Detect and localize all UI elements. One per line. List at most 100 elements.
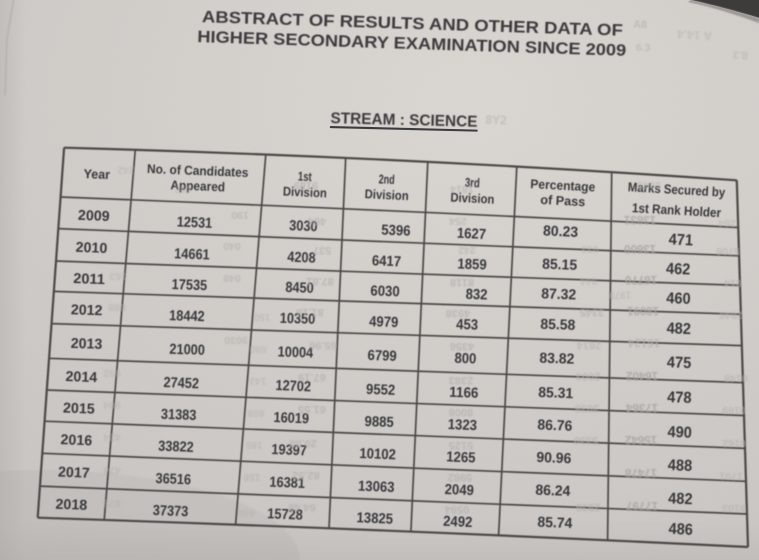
svg-text:5706: 5706 <box>716 245 740 257</box>
svg-text:6030: 6030 <box>370 283 400 300</box>
svg-text:537: 537 <box>313 244 331 256</box>
svg-text:4356: 4356 <box>450 340 474 352</box>
svg-text:1323: 1323 <box>447 417 477 434</box>
svg-text:462: 462 <box>666 261 691 279</box>
svg-text:482: 482 <box>668 490 693 508</box>
svg-text:33822: 33822 <box>158 439 194 456</box>
svg-text:5982: 5982 <box>448 471 472 483</box>
svg-text:Marks Secured by: Marks Secured by <box>628 179 727 200</box>
svg-text:474: 474 <box>103 464 121 476</box>
svg-text:464: 464 <box>307 215 326 227</box>
svg-text:2492: 2492 <box>443 514 473 531</box>
svg-text:0345: 0345 <box>637 179 661 191</box>
svg-text:15728: 15728 <box>267 506 303 523</box>
svg-text:2383: 2383 <box>449 374 473 386</box>
svg-text:185: 185 <box>245 439 262 450</box>
svg-text:2049: 2049 <box>444 482 474 499</box>
svg-text:12531: 12531 <box>176 214 212 231</box>
svg-text:424: 424 <box>103 431 121 443</box>
svg-text:2015: 2015 <box>63 401 95 418</box>
svg-text:13600: 13600 <box>624 242 656 254</box>
svg-text:4938: 4938 <box>446 307 470 319</box>
svg-text:453: 453 <box>456 317 478 334</box>
svg-text:2014: 2014 <box>65 369 97 386</box>
svg-text:471: 471 <box>668 231 693 249</box>
svg-text:2016: 2016 <box>60 432 92 449</box>
svg-text:15642: 15642 <box>625 433 657 445</box>
svg-text:Appeared: Appeared <box>170 177 225 194</box>
svg-text:Year: Year <box>83 166 110 182</box>
svg-text:800: 800 <box>454 351 476 368</box>
svg-text:8118: 8118 <box>450 276 474 288</box>
svg-text:A8: A8 <box>633 19 647 31</box>
svg-text:16124: 16124 <box>627 336 660 348</box>
svg-text:1st: 1st <box>298 169 313 185</box>
svg-text:014: 014 <box>724 277 742 289</box>
svg-text:092: 092 <box>174 183 191 194</box>
svg-text:3038: 3038 <box>575 402 599 414</box>
svg-text:5125: 5125 <box>449 439 473 451</box>
svg-text:1627: 1627 <box>457 226 487 243</box>
svg-text:190: 190 <box>231 209 249 221</box>
svg-text:475: 475 <box>667 354 692 372</box>
svg-text:9885: 9885 <box>364 414 394 431</box>
svg-text:10350: 10350 <box>280 311 316 328</box>
svg-text:A 14.4: A 14.4 <box>676 27 712 43</box>
svg-text:1265: 1265 <box>446 449 476 466</box>
svg-text:31383: 31383 <box>161 407 197 424</box>
svg-text:83.82: 83.82 <box>539 351 575 368</box>
svg-text:37373: 37373 <box>153 503 189 520</box>
svg-text:9189: 9189 <box>294 179 318 191</box>
svg-text:4208: 4208 <box>287 250 316 267</box>
svg-text:0594: 0594 <box>444 503 469 515</box>
svg-text:254: 254 <box>449 215 467 227</box>
svg-text:2017: 2017 <box>58 465 90 482</box>
svg-text:16381: 16381 <box>269 475 305 492</box>
svg-text:9552: 9552 <box>366 382 396 399</box>
svg-text:163: 163 <box>109 270 127 282</box>
svg-text:19397: 19397 <box>271 442 307 459</box>
svg-text:17797: 17797 <box>626 499 658 511</box>
svg-text:242: 242 <box>458 244 476 256</box>
svg-text:344: 344 <box>580 275 598 287</box>
svg-text:17478: 17478 <box>624 466 657 478</box>
svg-text:143: 143 <box>249 375 266 386</box>
svg-text:486: 486 <box>668 521 693 539</box>
svg-text:2536: 2536 <box>576 501 600 513</box>
svg-text:1979: 1979 <box>608 289 631 300</box>
svg-text:088: 088 <box>108 301 126 313</box>
svg-text:1814: 1814 <box>450 183 474 195</box>
svg-text:17535: 17535 <box>171 277 207 294</box>
svg-text:446: 446 <box>238 507 255 518</box>
svg-text:17364: 17364 <box>625 401 658 413</box>
svg-text:Division: Division <box>283 184 328 201</box>
svg-text:86.24: 86.24 <box>535 483 571 500</box>
svg-text:2013: 2013 <box>70 336 102 353</box>
svg-text:Division: Division <box>450 190 495 207</box>
svg-text:2nd: 2nd <box>378 171 395 187</box>
svg-text:16019: 16019 <box>273 410 309 427</box>
svg-text:86.76: 86.76 <box>537 417 573 434</box>
svg-text:13831: 13831 <box>623 213 656 225</box>
svg-text:2012: 2012 <box>71 302 103 319</box>
svg-text:033: 033 <box>581 243 599 255</box>
svg-text:2011: 2011 <box>73 271 105 288</box>
svg-text:2003: 2003 <box>576 370 600 382</box>
svg-text:3030: 3030 <box>289 218 318 235</box>
svg-text:1166: 1166 <box>449 385 479 402</box>
svg-text:080: 080 <box>249 343 266 354</box>
svg-text:Division: Division <box>364 186 409 203</box>
svg-text:488: 488 <box>668 457 693 475</box>
svg-text:13825: 13825 <box>356 510 393 527</box>
svg-text:8103: 8103 <box>722 502 746 514</box>
svg-text:18442: 18442 <box>169 308 205 325</box>
svg-text:12702: 12702 <box>275 378 311 395</box>
svg-text:65.96: 65.96 <box>309 339 337 351</box>
svg-text:No. of Candidates: No. of Candidates <box>147 161 249 180</box>
svg-text:8008: 8008 <box>449 406 473 418</box>
svg-text:2018: 2018 <box>55 497 87 514</box>
svg-text:150: 150 <box>253 311 270 322</box>
svg-text:5396: 5396 <box>381 222 411 239</box>
svg-text:14661: 14661 <box>174 246 210 263</box>
svg-text:242: 242 <box>117 164 134 175</box>
